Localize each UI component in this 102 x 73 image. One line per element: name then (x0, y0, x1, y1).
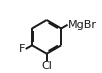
Text: F: F (19, 44, 25, 54)
Text: Cl: Cl (41, 61, 52, 71)
Text: MgBr: MgBr (68, 20, 97, 30)
